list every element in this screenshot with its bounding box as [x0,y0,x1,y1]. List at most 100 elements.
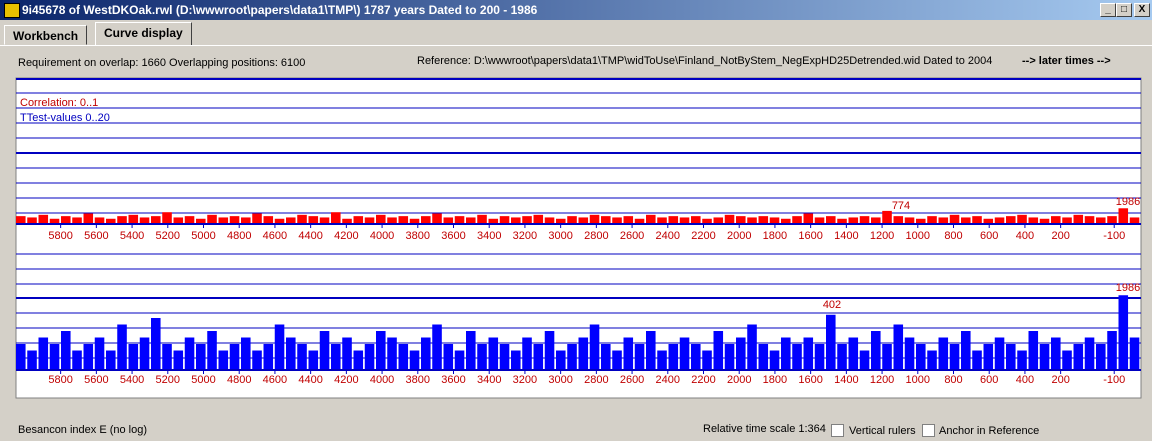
bar [342,337,352,370]
bar [634,344,645,370]
bar [927,350,937,370]
x-tick-label: 1000 [906,374,930,386]
x-tick-label: 3200 [513,374,537,386]
bar [274,218,285,224]
bar [72,217,82,224]
minimize-button[interactable]: _ [1100,3,1116,17]
close-button[interactable]: X [1134,3,1150,17]
bar [904,217,915,224]
bar [162,212,172,224]
x-tick-label: 1600 [798,374,822,386]
tab-border [0,45,1152,46]
bar [1107,331,1117,370]
bar [1006,344,1016,370]
bar [218,350,229,370]
bar [612,350,622,370]
bar [792,344,802,370]
later-times-button[interactable]: --> later times --> [1022,55,1111,67]
x-tick-label: 4000 [370,230,394,242]
bar [1084,216,1095,224]
bar [241,217,251,224]
bar [511,350,521,370]
bar [286,217,296,224]
checkbox-label: Anchor in Reference [939,425,1040,437]
x-tick-label: 2000 [727,230,751,242]
bar [477,344,487,370]
bar [556,218,566,224]
bar [331,212,341,224]
x-tick-label: 4200 [334,374,358,386]
checkbox[interactable] [922,424,935,437]
bar [106,350,116,370]
bar [297,214,307,224]
overlap-info: Requirement on overlap: 1660 Overlapping… [18,57,306,69]
bar [207,331,217,370]
bar [803,337,814,370]
bar [128,214,139,224]
bar [432,213,442,224]
bar [49,218,60,224]
bar [297,344,307,370]
title-bar: 9i45678 of WestDKOak.rwl (D:\wwwroot\pap… [0,0,1152,20]
bar [646,214,656,224]
bar [983,218,994,224]
bar [882,210,892,224]
bar [837,218,847,224]
bar [657,350,667,370]
bar [353,350,364,370]
bar [308,350,319,370]
bar [1039,344,1050,370]
bar [961,331,971,370]
bar [893,324,904,370]
bar [16,216,26,224]
bar [511,217,521,224]
bar [972,350,982,370]
bar [387,337,397,370]
bar [1039,218,1050,224]
bar [319,217,330,224]
bar [938,217,949,224]
bar [938,337,949,370]
bar [848,217,859,224]
x-tick-label: 800 [944,230,962,242]
bar [1062,217,1072,224]
window-title: 9i45678 of WestDKOak.rwl (D:\wwwroot\pap… [22,3,538,17]
maximize-button[interactable]: □ [1116,3,1132,17]
bar [421,216,431,224]
bar [229,216,240,224]
bar [803,213,814,224]
x-tick-label: 4600 [263,374,287,386]
bar [679,217,690,224]
x-tick-label: 2000 [727,374,751,386]
bar [927,216,937,224]
bar [623,337,634,370]
bar [398,344,409,370]
tab[interactable]: Workbench [4,25,88,45]
tab-active[interactable]: Curve display [95,22,192,46]
bar [1107,216,1117,224]
bar [1129,337,1140,370]
bar [72,350,82,370]
bar [1051,337,1061,370]
x-tick-label: 4800 [227,374,251,386]
bar [1084,337,1095,370]
bar [421,337,431,370]
bar [589,214,600,224]
x-tick-label: 2400 [656,230,680,242]
checkbox[interactable] [831,424,844,437]
bar [657,217,667,224]
bar [781,218,791,224]
bar [16,344,26,370]
bar [229,344,240,370]
x-tick-label: 3400 [477,230,501,242]
bar [758,216,769,224]
legend-label: Correlation: 0..1 [20,97,98,109]
checkbox-label: Vertical rulers [849,425,916,437]
bar [567,344,577,370]
bar [286,337,296,370]
bar [1073,344,1084,370]
x-tick-label: 3000 [548,374,572,386]
bar [961,217,971,224]
bar [848,337,859,370]
